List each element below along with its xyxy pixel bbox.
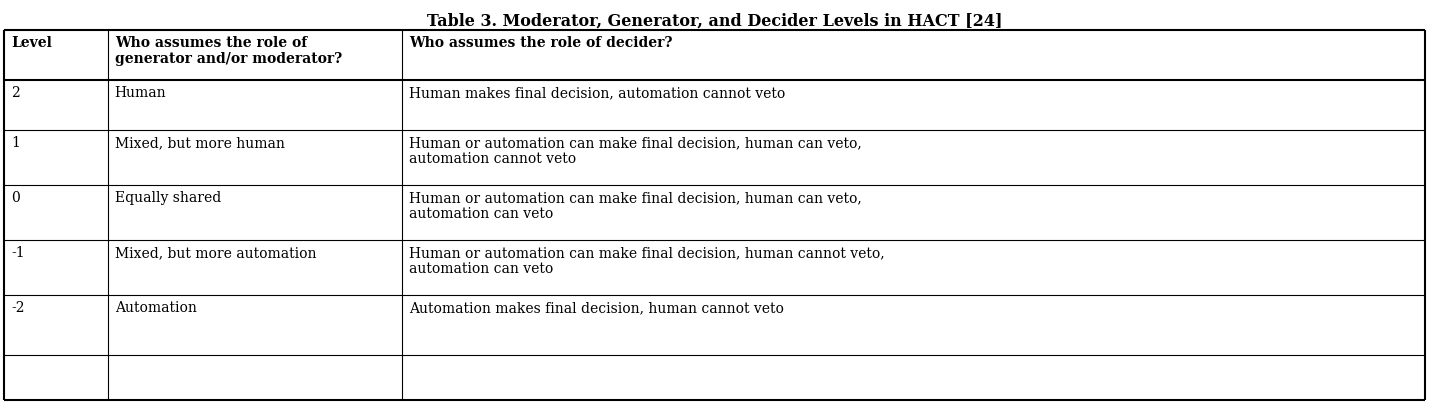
Text: Human or automation can make final decision, human can veto,
automation cannot v: Human or automation can make final decis… [409,136,862,166]
Text: Automation: Automation [114,301,197,315]
Text: 0: 0 [11,191,20,205]
Text: 2: 2 [11,86,20,100]
Text: Level: Level [11,36,51,50]
Text: 1: 1 [11,136,20,150]
Text: -1: -1 [11,246,24,260]
Text: Equally shared: Equally shared [114,191,221,205]
Text: Table 3. Moderator, Generator, and Decider Levels in HACT [24]: Table 3. Moderator, Generator, and Decid… [427,13,1002,30]
Text: Who assumes the role of decider?: Who assumes the role of decider? [409,36,673,50]
Text: Mixed, but more human: Mixed, but more human [114,136,284,150]
Text: Human: Human [114,86,166,100]
Text: -2: -2 [11,301,24,315]
Text: Human makes final decision, automation cannot veto: Human makes final decision, automation c… [409,86,785,100]
Text: Mixed, but more automation: Mixed, but more automation [114,246,316,260]
Text: Human or automation can make final decision, human cannot veto,
automation can v: Human or automation can make final decis… [409,246,885,276]
Text: Human or automation can make final decision, human can veto,
automation can veto: Human or automation can make final decis… [409,191,862,221]
Text: Who assumes the role of
generator and/or moderator?: Who assumes the role of generator and/or… [114,36,342,66]
Text: Automation makes final decision, human cannot veto: Automation makes final decision, human c… [409,301,783,315]
